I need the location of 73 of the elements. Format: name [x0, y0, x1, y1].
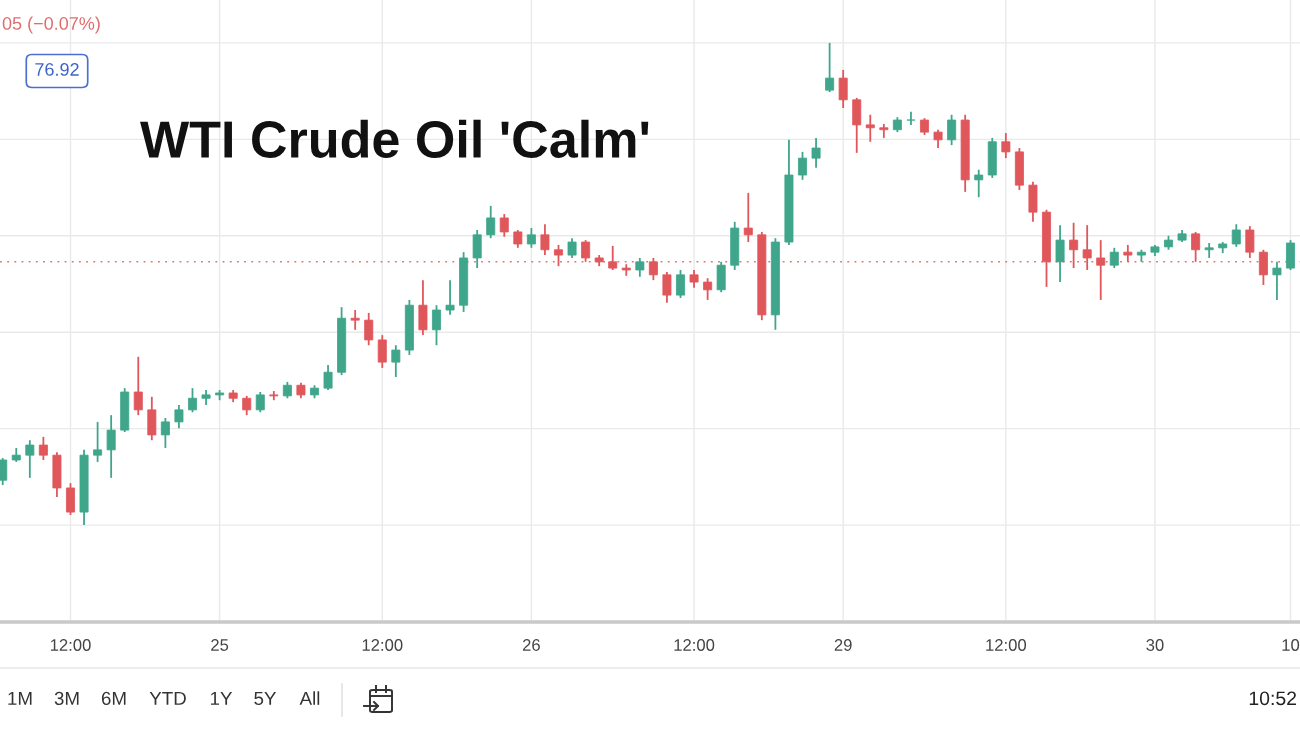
- x-tick-label: 12:00: [986, 639, 1027, 651]
- candlestick: [1258, 248, 1268, 286]
- candlestick: [188, 387, 197, 414]
- candlestick: [255, 391, 265, 414]
- text: WTI Crude Oil 'Calm': [140, 119, 649, 158]
- candlestick: [1055, 224, 1065, 283]
- x-tick-label: 12:00: [362, 639, 403, 651]
- candlestick: [1069, 221, 1079, 269]
- candlestick: [391, 344, 401, 378]
- candlestick: [160, 417, 170, 449]
- candlestick: [811, 136, 821, 169]
- candlestick: [662, 271, 672, 304]
- candlestick: [377, 334, 387, 369]
- candlestick: [526, 227, 536, 249]
- x-tick-label: 25: [211, 639, 229, 651]
- candlestick: [676, 269, 685, 299]
- text: 3M: [54, 691, 79, 706]
- candlestick: [554, 244, 563, 268]
- candlestick: [933, 128, 943, 149]
- candlestick: [1001, 132, 1011, 160]
- annotation: 76.92: [35, 63, 79, 76]
- candlestick: [499, 213, 509, 238]
- candlestick: [1096, 239, 1106, 301]
- x-tick-label: 10: [1282, 639, 1300, 651]
- candlestick: [540, 223, 550, 256]
- candlestick: [25, 439, 35, 479]
- candlestick: [486, 204, 496, 240]
- candlestick: [906, 110, 916, 126]
- candlestick: [432, 304, 441, 347]
- candlestick: [865, 113, 875, 143]
- candlestick: [242, 394, 252, 417]
- candlestick: [350, 309, 360, 331]
- candlestick: [174, 404, 184, 430]
- candlestick: [364, 312, 374, 347]
- x-tick-label: 26: [522, 639, 540, 651]
- candlestick: [825, 42, 835, 93]
- candlestick: [703, 277, 713, 301]
- candlestick: [743, 191, 753, 243]
- text: YTD: [149, 691, 186, 705]
- candlestick: [798, 150, 807, 181]
- text: 6M: [101, 691, 126, 706]
- candlestick: [38, 435, 48, 461]
- x-tick-label: 12:00: [674, 639, 715, 651]
- candlestick: [635, 257, 645, 278]
- candlestick: [323, 364, 333, 391]
- candlestick: [472, 229, 482, 269]
- candlestick: [974, 168, 984, 199]
- x-tick-label: 12:00: [50, 639, 91, 651]
- text: 05 (−0.07%): [2, 16, 100, 34]
- text: All: [299, 691, 320, 705]
- text: 10:52: [1249, 691, 1297, 706]
- x-tick-label: 30: [1146, 639, 1164, 651]
- candlestick: [1231, 223, 1241, 248]
- candlestick: [947, 113, 957, 147]
- candlestick: [608, 245, 618, 271]
- text: 1Y: [210, 691, 233, 705]
- candlestick: [1272, 260, 1282, 301]
- candlestick: [106, 414, 116, 479]
- candlestick: [1109, 246, 1119, 269]
- candlestick: [567, 237, 577, 259]
- candlestick: [648, 257, 658, 282]
- candlestick: [581, 239, 591, 263]
- candlestick: [0, 457, 8, 486]
- candlestick: [838, 69, 848, 109]
- candlestick: [93, 420, 103, 463]
- text: 5Y: [254, 691, 277, 706]
- text: 1M: [8, 691, 32, 705]
- candlestick: [1082, 224, 1092, 271]
- candlestick: [1245, 225, 1255, 259]
- x-tick-label: 29: [834, 639, 852, 651]
- candlestick: [1191, 231, 1201, 263]
- candlestick: [133, 355, 143, 417]
- candlestick: [445, 279, 455, 316]
